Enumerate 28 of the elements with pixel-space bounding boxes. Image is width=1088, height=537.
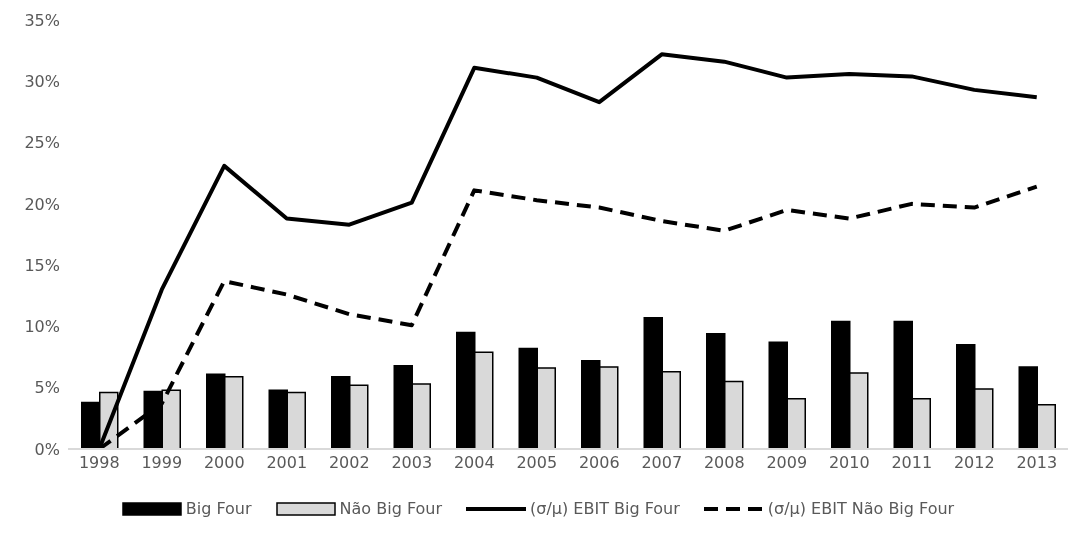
- x-tick-label: 1999: [141, 453, 183, 473]
- y-tick-label: 20%: [24, 194, 60, 214]
- x-tick-label: 2008: [703, 453, 745, 473]
- x-tick-label: 2005: [516, 453, 558, 473]
- x-tick-label: 2004: [453, 453, 495, 473]
- x-tick-label: 2001: [266, 453, 308, 473]
- y-tick-label: 0%: [34, 439, 60, 459]
- x-tick-label: 1998: [78, 453, 120, 473]
- x-tick-label: 2013: [1016, 453, 1058, 473]
- legend-label: (σ/μ) EBIT Big Four: [530, 499, 680, 518]
- x-tick-label: 2012: [953, 453, 995, 473]
- x-tick-label: 2006: [578, 453, 620, 473]
- y-tick-label: 30%: [24, 71, 60, 91]
- x-tick-label: 2010: [828, 453, 870, 473]
- legend-label: (σ/μ) EBIT Não Big Four: [767, 499, 955, 518]
- x-tick-label: 2000: [203, 453, 245, 473]
- x-tick-label: 2002: [328, 453, 370, 473]
- x-tick-label: 2011: [891, 453, 933, 473]
- y-tick-label: 10%: [24, 317, 60, 337]
- y-tick-label: 15%: [24, 255, 60, 275]
- y-tick-label: 35%: [24, 10, 60, 30]
- y-tick-label: 25%: [24, 133, 60, 153]
- x-tick-label: 2003: [391, 453, 433, 473]
- legend-label: Big Four: [185, 499, 252, 518]
- legend-label: Não Big Four: [339, 499, 443, 518]
- x-tick-label: 2007: [641, 453, 683, 473]
- x-tick-label: 2009: [766, 453, 808, 473]
- y-tick-label: 5%: [34, 378, 60, 398]
